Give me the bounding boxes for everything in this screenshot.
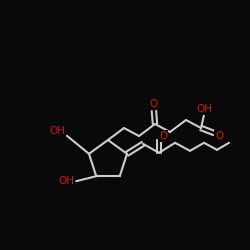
Text: OH: OH <box>49 126 65 136</box>
Text: OH: OH <box>196 104 212 114</box>
Text: O: O <box>159 131 167 141</box>
Text: O: O <box>215 131 223 141</box>
Text: OH: OH <box>58 176 74 186</box>
Text: O: O <box>150 99 158 109</box>
